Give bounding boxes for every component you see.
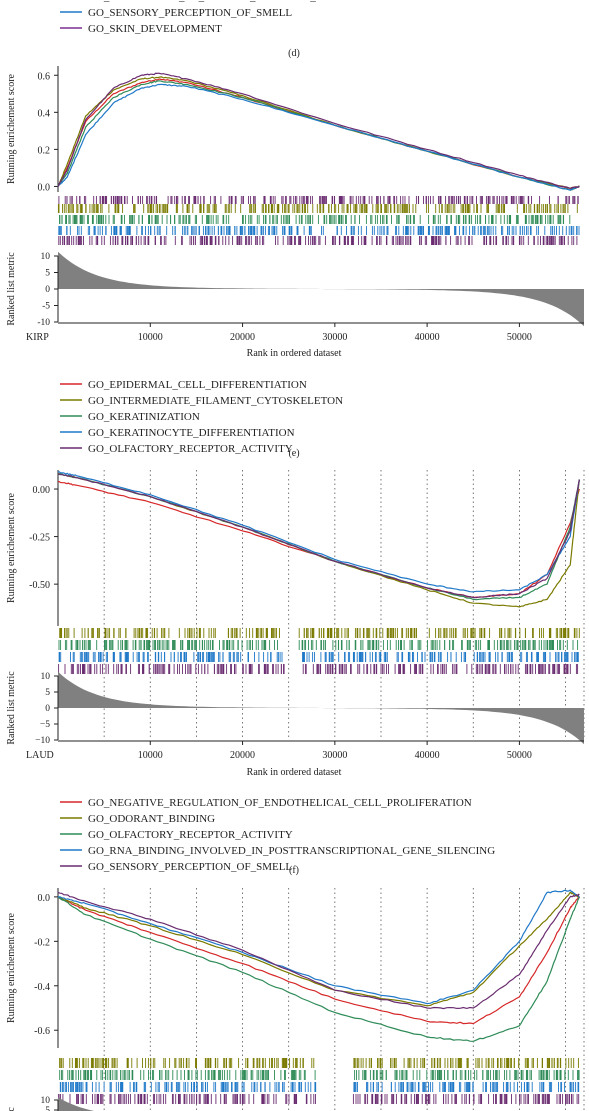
x-tick-label: 30000 (322, 332, 347, 343)
x-tick-label: 40000 (415, 750, 440, 761)
es-y-axis-label: Running enrichement score (6, 492, 17, 603)
x-axis-label: Rank in ordered dataset (247, 767, 342, 778)
metric-y-axis-label: Ranked list metric (6, 252, 17, 326)
metric-y-tick-label: 10 (41, 1096, 51, 1106)
metric-y-tick-label: 10 (41, 252, 51, 262)
es-series-line (57, 896, 580, 1042)
es-series-line (57, 889, 580, 1005)
legend-d-label: GO_SKIN_DEVELOPMENT (88, 23, 222, 35)
x-tick-label: 20000 (230, 750, 255, 761)
es-y-axis-label: Running enrichement score (6, 912, 17, 1023)
panel-label: (f) (289, 865, 299, 876)
es-series-line (57, 83, 580, 191)
panel-label-d: (d) (288, 48, 300, 59)
x-tick-label: 10000 (138, 750, 163, 761)
metric-y-tick-label: 5 (45, 688, 50, 698)
x-axis-label: Rank in ordered dataset (247, 348, 342, 359)
legend-KIRP-label: GO_INTERMEDIATE_FILAMENT_CYTOSKELETON (88, 395, 343, 407)
es-series-line (57, 72, 580, 190)
dataset-label: LAUD (26, 750, 54, 761)
es-y-tick-label: -0.6 (34, 1026, 50, 1037)
metric-y-tick-label: 0 (45, 285, 50, 295)
es-y-tick-label: 0.2 (38, 145, 51, 156)
ranked-metric-area (58, 1097, 94, 1111)
es-y-tick-label: 0.6 (38, 71, 51, 82)
x-tick-label: 10000 (138, 332, 163, 343)
legend-LAUD-label: GO_OLFACTORY_RECEPTOR_ACTIVITY (88, 829, 293, 841)
x-tick-label: 30000 (322, 750, 347, 761)
x-tick-label: 50000 (507, 750, 532, 761)
x-tick-label: 40000 (415, 332, 440, 343)
legend-KIRP-label: GO_OLFACTORY_RECEPTOR_ACTIVITY (88, 443, 293, 455)
ranked-metric-area (58, 671, 584, 745)
metric-y-tick-label: 0 (45, 704, 50, 714)
es-y-tick-label: -0.50 (29, 580, 50, 591)
es-series-line (57, 891, 580, 1010)
es-y-tick-label: 0.4 (38, 108, 51, 119)
es-series-line (58, 471, 580, 593)
es-series-line (57, 891, 580, 1007)
es-series-line (57, 473, 580, 599)
legend-KIRP-label: GO_EPIDERMAL_CELL_DIFFERENTIATION (88, 379, 307, 391)
metric-y-tick-label: −5 (40, 720, 50, 730)
es-series-line (57, 896, 580, 1025)
metric-y-tick-label: 10 (41, 672, 51, 682)
es-series-line (57, 80, 580, 191)
es-y-tick-label: -0.4 (34, 982, 50, 993)
metric-y-tick-label: 5 (45, 269, 50, 279)
metric-y-tick-label: 5 (45, 1106, 50, 1111)
es-y-tick-label: 0.0 (38, 893, 51, 904)
legend-KIRP-label: GO_KERATINOCYTE_DIFFERENTIATION (88, 427, 295, 439)
metric-y-axis-label: metric (6, 1107, 17, 1111)
legend-d-label: GO_REGULATION_OF_IMMUNE_EFFECTOR_PROCESS (88, 0, 363, 3)
ranked-metric-area (58, 251, 584, 327)
metric-y-tick-label: −10 (35, 736, 50, 746)
dataset-label: KIRP (26, 332, 49, 343)
legend-LAUD-label: GO_RNA_BINDING_INVOLVED_IN_POSTTRANSCRIP… (88, 845, 495, 857)
legend-KIRP-label: GO_KERATINIZATION (88, 411, 200, 423)
legend-d-label: GO_SENSORY_PERCEPTION_OF_SMELL (88, 7, 292, 19)
es-y-tick-label: -0.2 (34, 937, 50, 948)
es-y-tick-label: 0.0 (38, 182, 51, 193)
es-y-axis-label: Running enrichement score (6, 73, 17, 184)
x-tick-label: 50000 (507, 332, 532, 343)
es-y-tick-label: 0.00 (33, 485, 51, 496)
metric-y-axis-label: Ranked list metric (6, 671, 17, 745)
x-tick-label: 20000 (230, 332, 255, 343)
es-y-tick-label: -0.25 (29, 533, 50, 544)
es-series-line (57, 480, 580, 599)
legend-LAUD-label: GO_NEGATIVE_REGULATION_OF_ENDOTHELICAL_C… (88, 797, 472, 809)
metric-y-tick-label: -5 (42, 302, 50, 312)
legend-LAUD-label: GO_SENSORY_PERCEPTION_OF_SMELL (88, 861, 292, 873)
legend-LAUD-label: GO_ODORANT_BINDING (88, 813, 215, 825)
panel-label: (e) (288, 448, 299, 459)
metric-y-tick-label: -10 (37, 318, 50, 328)
